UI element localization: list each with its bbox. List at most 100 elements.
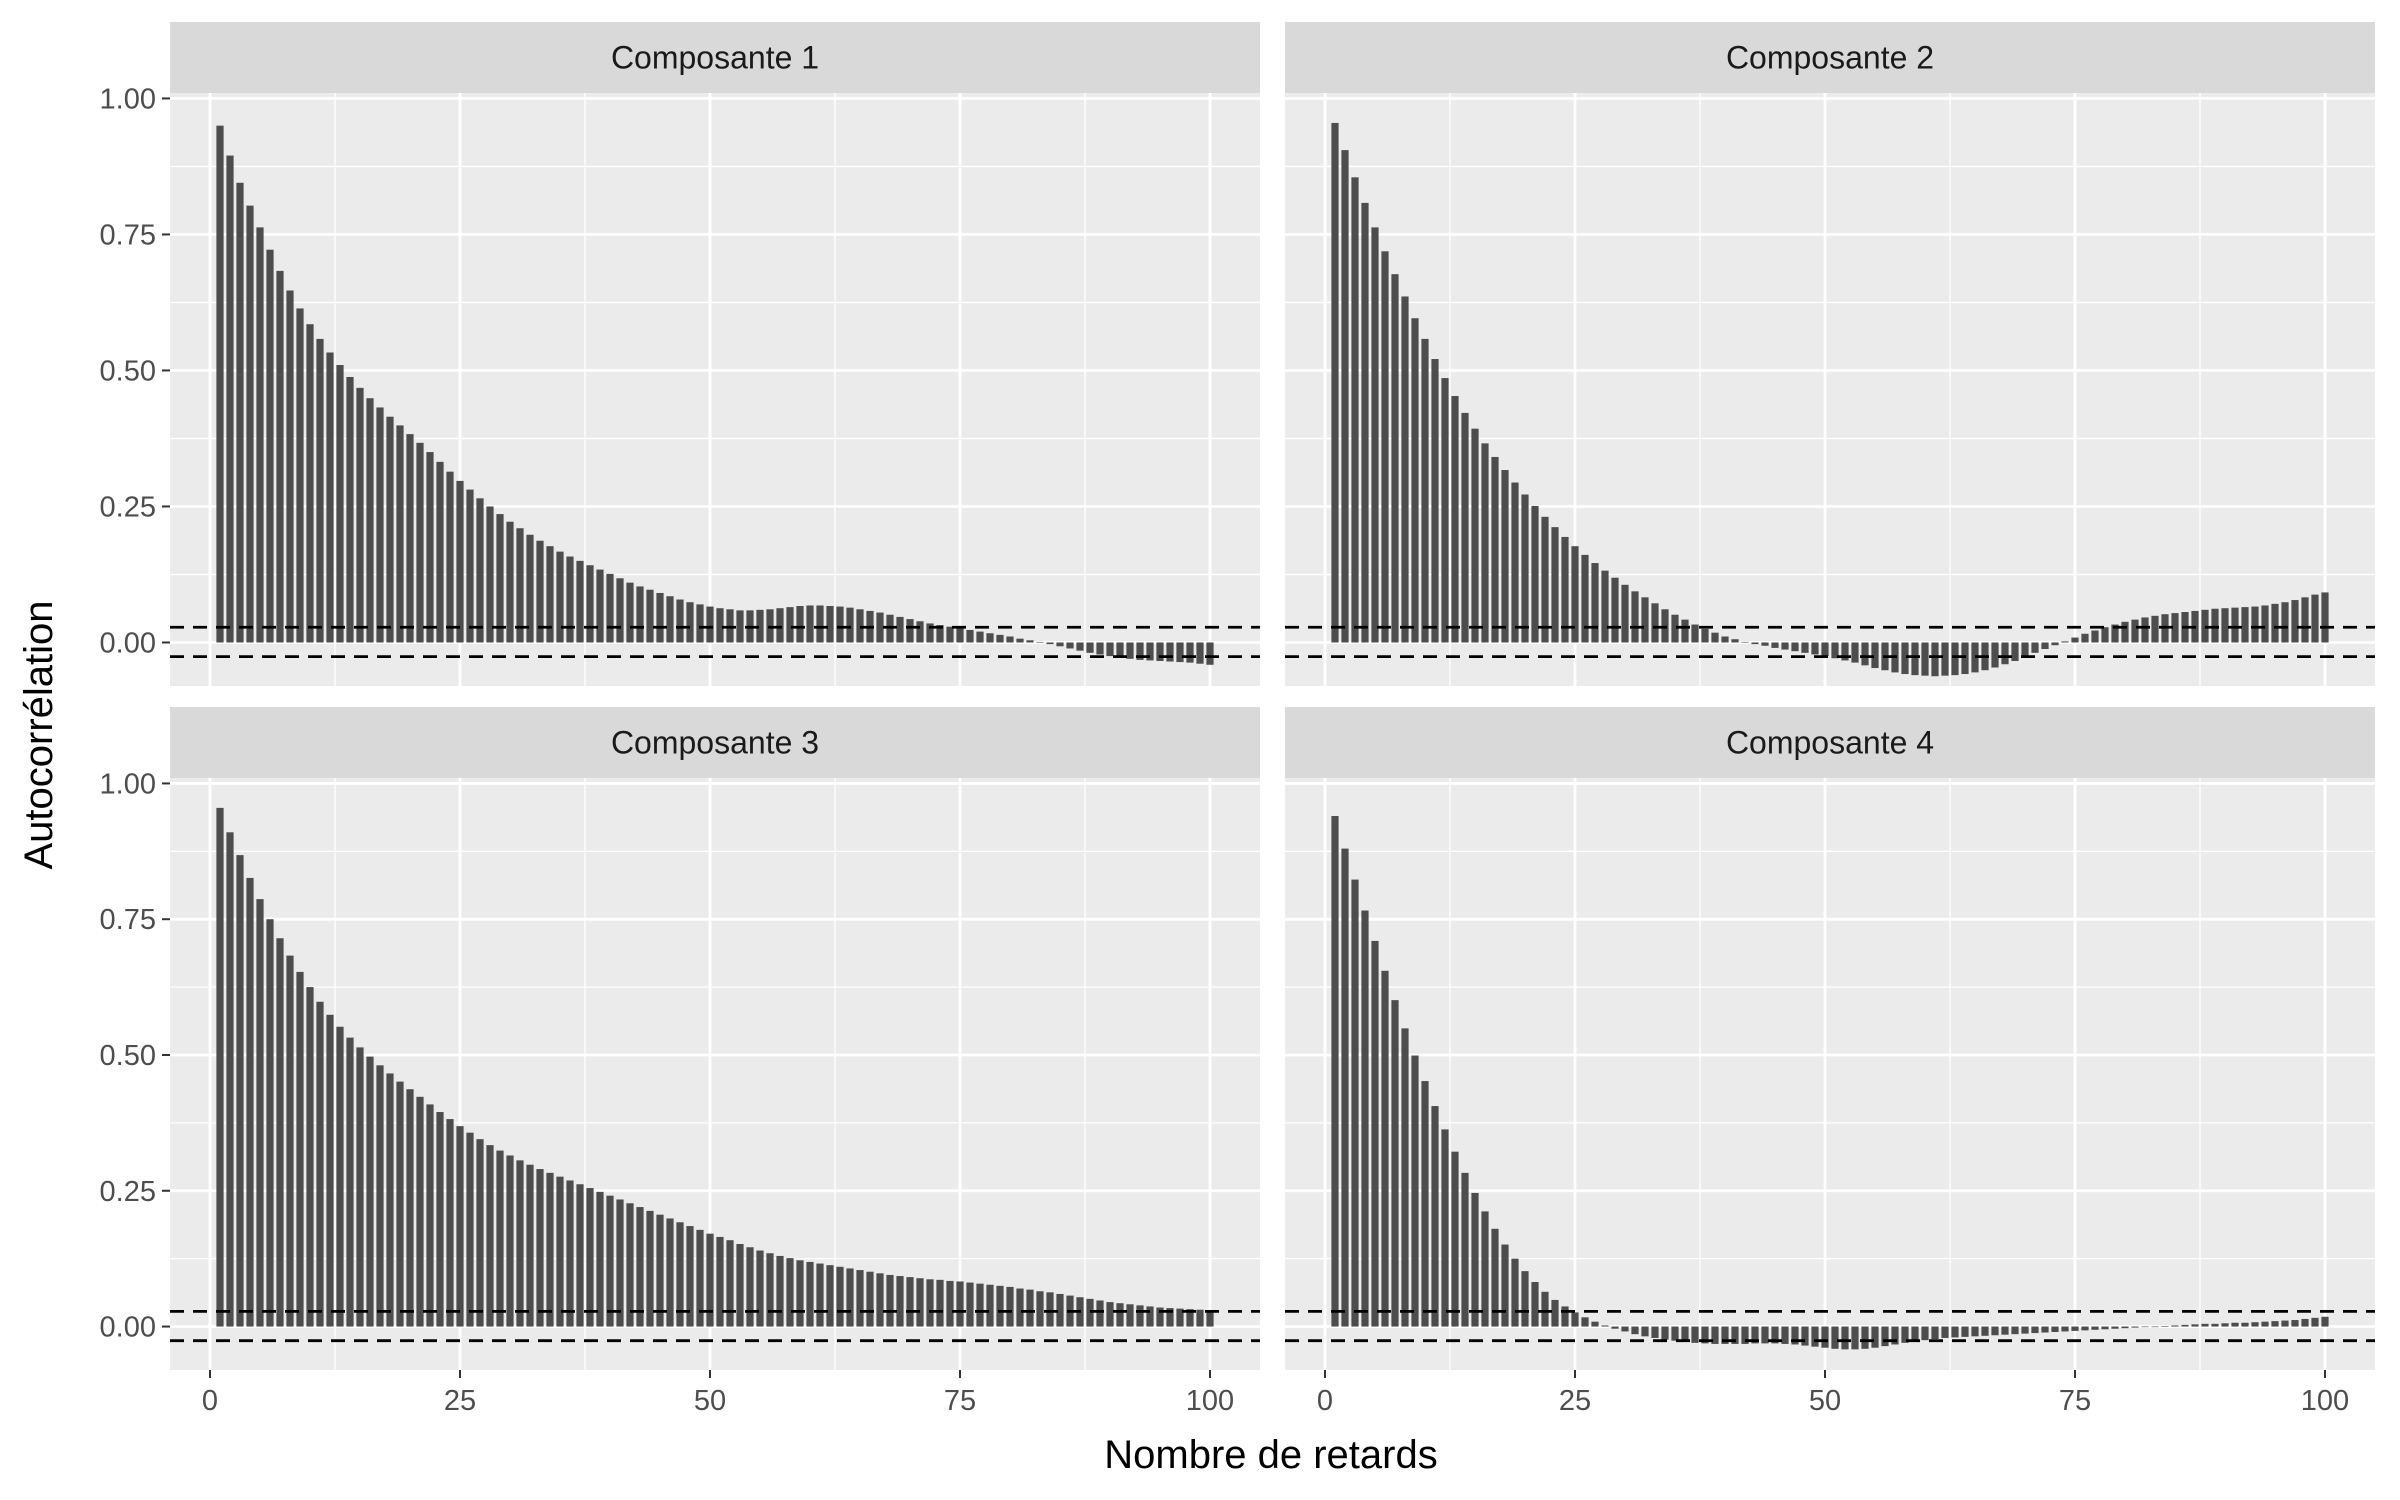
acf-bar bbox=[226, 155, 234, 643]
facet-strip bbox=[1285, 22, 2375, 93]
acf-bar bbox=[1086, 642, 1094, 653]
acf-bar bbox=[1611, 577, 1619, 643]
acf-bar bbox=[1811, 1326, 1819, 1347]
acf-bar bbox=[696, 1229, 704, 1327]
acf-bar bbox=[1116, 1303, 1124, 1327]
acf-bar bbox=[2191, 1324, 2199, 1327]
acf-bar bbox=[1331, 122, 1339, 643]
acf-bar bbox=[416, 442, 424, 643]
acf-bar bbox=[1491, 1228, 1499, 1327]
acf-bar bbox=[536, 540, 544, 643]
y-tick-label: 0.00 bbox=[100, 1312, 156, 1344]
acf-bar bbox=[2271, 1321, 2279, 1327]
acf-bar bbox=[376, 407, 384, 643]
acf-bar bbox=[1136, 642, 1144, 660]
acf-bar bbox=[2201, 1323, 2209, 1327]
acf-bar bbox=[1631, 591, 1639, 643]
acf-bar bbox=[2031, 1326, 2039, 1334]
acf-bar bbox=[296, 308, 304, 643]
facet-panel: Composante 3 0.00 0.25 0.50 0.75 1.00 0 25 50 75 1… bbox=[100, 707, 1260, 1417]
acf-bar bbox=[286, 290, 294, 643]
acf-bar bbox=[1851, 642, 1859, 663]
acf-bar bbox=[686, 602, 694, 643]
acf-bar bbox=[886, 1274, 894, 1327]
acf-bar bbox=[1166, 642, 1174, 662]
acf-bar bbox=[1511, 482, 1519, 643]
acf-bar bbox=[666, 1218, 674, 1327]
y-tick-label: 1.00 bbox=[100, 768, 156, 800]
acf-bar bbox=[576, 1184, 584, 1327]
acf-bar bbox=[2211, 608, 2219, 643]
acf-bar bbox=[1371, 940, 1379, 1327]
acf-bar bbox=[2281, 602, 2289, 643]
acf-bar bbox=[816, 1263, 824, 1327]
acf-bar bbox=[986, 1284, 994, 1327]
acf-bar bbox=[1521, 494, 1529, 643]
acf-bar bbox=[266, 249, 274, 643]
acf-bar bbox=[2321, 1316, 2329, 1327]
facet-strip-label: Composante 3 bbox=[611, 725, 819, 761]
acf-bar bbox=[656, 1214, 664, 1327]
acf-bar bbox=[436, 1112, 444, 1327]
acf-bar bbox=[756, 609, 764, 643]
acf-bar bbox=[406, 434, 414, 643]
acf-bar bbox=[816, 605, 824, 643]
acf-bar bbox=[1441, 1129, 1449, 1327]
acf-bar bbox=[1991, 1326, 1999, 1336]
acf-bar bbox=[846, 607, 854, 643]
acf-bar bbox=[1701, 628, 1709, 643]
acf-bar bbox=[396, 425, 404, 643]
acf-bar bbox=[1156, 642, 1164, 661]
acf-bar bbox=[1561, 536, 1569, 643]
acf-bar bbox=[2101, 1326, 2109, 1330]
acf-bar bbox=[1751, 1326, 1759, 1344]
acf-bar bbox=[596, 1191, 604, 1327]
acf-bar bbox=[1821, 1326, 1829, 1348]
acf-bar bbox=[1601, 570, 1609, 643]
acf-bar bbox=[1651, 603, 1659, 643]
acf-bar bbox=[1461, 412, 1469, 643]
acf-bar bbox=[586, 565, 594, 643]
acf-bar bbox=[1901, 642, 1909, 675]
acf-bar bbox=[2271, 603, 2279, 643]
acf-bar bbox=[1186, 642, 1194, 663]
acf-bar bbox=[1841, 642, 1849, 661]
acf-bar bbox=[1871, 642, 1879, 669]
acf-bar bbox=[1761, 642, 1769, 646]
acf-bar bbox=[796, 1260, 804, 1327]
acf-bar bbox=[2221, 608, 2229, 643]
acf-bar bbox=[1831, 642, 1839, 659]
acf-bar bbox=[426, 1104, 434, 1327]
acf-bar bbox=[1411, 318, 1419, 643]
acf-bar bbox=[436, 461, 444, 643]
acf-bar bbox=[1861, 642, 1869, 666]
acf-bar bbox=[1196, 1309, 1204, 1327]
acf-bar bbox=[1471, 428, 1479, 643]
acf-bar bbox=[1781, 642, 1789, 650]
acf-bar bbox=[1641, 1326, 1649, 1337]
acf-bar bbox=[1381, 970, 1389, 1327]
acf-bar bbox=[1611, 1326, 1619, 1329]
acf-bar bbox=[2161, 1326, 2169, 1327]
acf-bar bbox=[1431, 1106, 1439, 1327]
x-tick-label: 75 bbox=[2059, 1385, 2091, 1417]
acf-bar bbox=[1811, 642, 1819, 655]
acf-bar bbox=[276, 270, 284, 643]
acf-bar bbox=[926, 1279, 934, 1327]
acf-bar bbox=[396, 1081, 404, 1327]
acf-bar bbox=[786, 1258, 794, 1327]
acf-bar bbox=[1761, 1326, 1769, 1344]
acf-bar bbox=[316, 1001, 324, 1327]
acf-bar bbox=[1931, 1326, 1939, 1340]
acf-bar bbox=[1096, 642, 1104, 655]
acf-bar bbox=[616, 578, 624, 643]
acf-bar bbox=[976, 631, 984, 643]
acf-bar bbox=[1961, 642, 1969, 675]
acf-bar bbox=[386, 1073, 394, 1327]
acf-bar bbox=[466, 1132, 474, 1327]
acf-bar bbox=[1871, 1326, 1879, 1348]
acf-bar bbox=[2291, 1320, 2299, 1327]
acf-bar bbox=[1166, 1308, 1174, 1327]
acf-bar bbox=[2081, 1326, 2089, 1331]
acf-bar bbox=[1066, 642, 1074, 649]
